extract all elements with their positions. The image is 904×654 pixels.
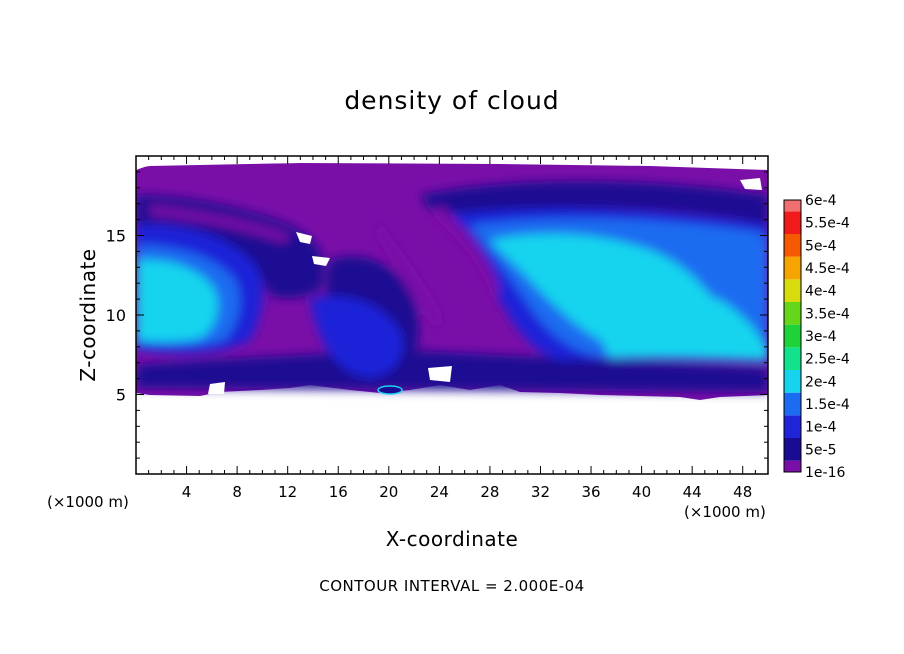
colorbar-label: 4.5e-4 [805,261,850,277]
colorbar-swatch [784,460,801,472]
cloud-filament-2 [432,205,500,295]
colorbar-swatch [784,415,801,438]
x-tick-label: 36 [581,483,600,501]
colorbar-swatch [784,438,801,461]
colorbar: 1e-16 5e-5 1e-4 1.5e-4 2e-4 2.5e-4 3e-4 3.5e-4 4… [783,193,850,481]
cloud-peak-core-3 [598,291,768,360]
x-tick-label: 24 [430,483,449,501]
colorbar-label: 5e-5 [805,442,836,458]
chart-title: density of cloud [344,86,560,115]
colorbar-label: 5.5e-4 [805,216,850,232]
cloud-mid-region-3 [310,296,404,378]
contour-interval-note: CONTOUR INTERVAL = 2.000E-04 [319,577,585,595]
density-field [136,156,768,400]
cloud-peak-core-1 [136,259,218,342]
colorbar-swatch [784,279,801,302]
cloud-low-region-3 [136,350,768,392]
colorbar-label: 2.5e-4 [805,352,850,368]
colorbar-swatch [784,200,801,212]
colorbar-label: 4e-4 [805,284,837,300]
cloud-low-region-1 [136,195,324,299]
colorbar-label: 3e-4 [805,329,837,345]
cloud-filament-3 [150,205,290,243]
colorbar-label: 6e-4 [805,193,837,209]
colorbar-swatch [784,324,801,348]
clear-air-gap-1 [296,232,312,244]
x-tick-label: 48 [733,483,752,501]
colorbar-label: 2e-4 [805,374,837,390]
small-cloud-cell [377,385,403,395]
x-tick-label: 4 [182,483,192,501]
x-axis-unit-right: (×1000 m) [684,503,766,521]
y-tick-label: 10 [106,306,126,325]
colorbar-label: 1e-4 [805,420,837,436]
x-tick-label: 44 [683,483,702,501]
colorbar-label: 3.5e-4 [805,306,850,322]
x-axis-label: X-coordinate [385,527,519,551]
colorbar-swatch [784,392,801,416]
x-tick-label: 20 [379,483,398,501]
cloud-filament-1 [375,220,443,327]
colorbar-label: 1.5e-4 [805,397,850,413]
clear-air-gap-4 [208,382,225,394]
x-tick-label: 40 [632,483,651,501]
x-axis-ticks: 4 8 12 16 20 24 28 32 36 40 44 48 [148,156,756,501]
x-tick-label: 16 [329,483,348,501]
x-tick-label: 12 [278,483,297,501]
x-tick-label: 8 [232,483,242,501]
x-tick-label: 28 [480,483,499,501]
colorbar-swatch [784,347,801,370]
colorbar-frame [783,199,802,473]
y-tick-label: 15 [106,227,126,246]
cloud-low-region-2 [420,181,768,225]
x-axis-unit-left: (×1000 m) [47,493,129,511]
x-tick-label: 32 [531,483,550,501]
y-tick-label: 5 [116,386,126,405]
colorbar-swatch [784,302,801,325]
clear-air-gap-3 [740,178,762,190]
clear-air-gap-2 [312,256,330,266]
y-axis-ticks: 5 10 15 [106,171,768,459]
colorbar-label: 1e-16 [805,465,845,481]
colorbar-swatch [784,234,801,257]
colorbar-label: 5e-4 [805,238,837,254]
colorbar-swatch [784,211,801,234]
colorbar-swatch [784,370,801,393]
clear-air-gap-5 [428,366,452,382]
colorbar-swatch [784,256,801,280]
clear-air-gap-6 [136,156,768,168]
